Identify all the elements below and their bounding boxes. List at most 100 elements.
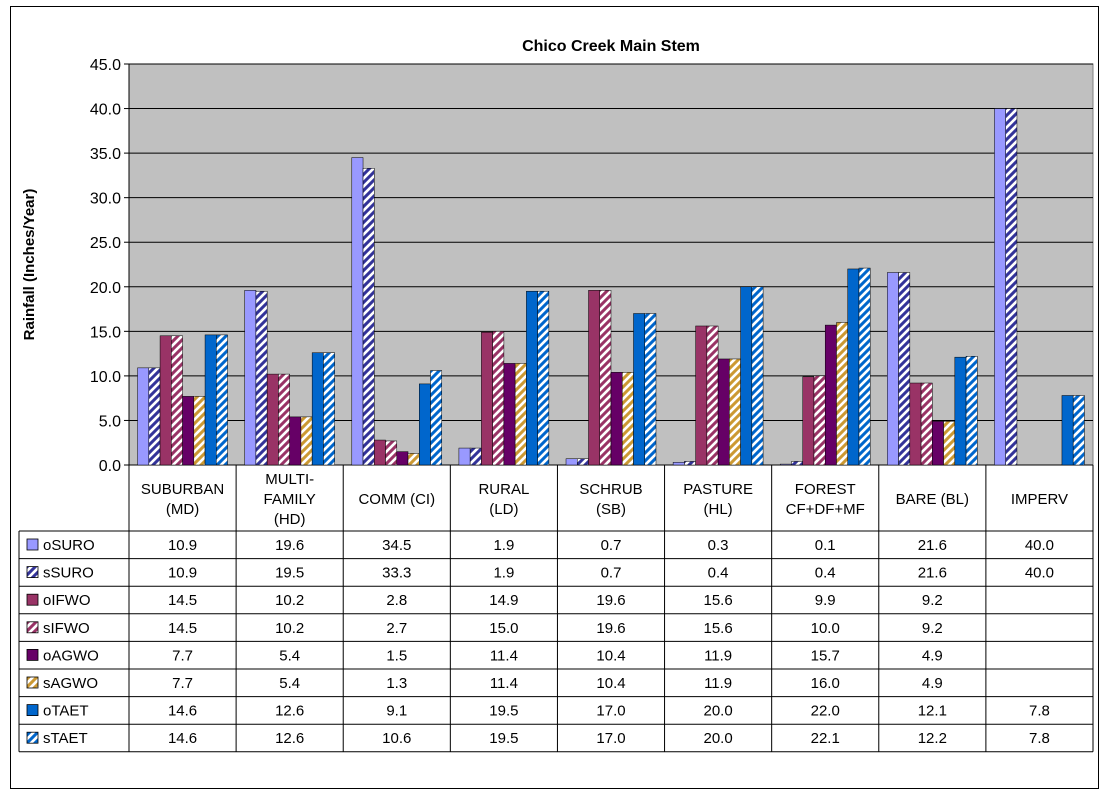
data-label-osuro: 10.9 [168, 537, 197, 554]
y-axis-label: Rainfall (Inches/Year) [21, 189, 38, 341]
data-label-ssuro: 0.7 [601, 565, 622, 582]
data-label-sifwo: 19.6 [596, 620, 625, 637]
bar-otaet-forest-cf-df-mf [847, 268, 860, 466]
bar-oifwo-pasture-hl [695, 325, 708, 466]
bar-staet-pasture-hl [751, 286, 764, 466]
bar-otaet-rural-ld [526, 290, 538, 466]
data-label-otaet: 7.8 [1029, 703, 1050, 720]
legend-key-sagwo [26, 676, 39, 689]
bar-ssuro-schrub-sb [577, 458, 589, 466]
data-label-oifwo: 14.5 [168, 592, 197, 609]
data-label-oagwo: 4.9 [922, 647, 943, 664]
category-label: CF+DF+MF [786, 501, 865, 518]
data-label-otaet: 12.6 [275, 703, 304, 720]
bar-sifwo-suburban-md [171, 335, 183, 466]
data-label-sifwo: 2.7 [386, 620, 407, 637]
bar-sagwo-forest-cf-df-mf [836, 322, 848, 466]
y-tick-label: 40.0 [90, 102, 121, 119]
bar-sagwo-schrub-sb [621, 372, 634, 466]
y-axis: 0.0 5.0 10.0 15.0 20.0 25.0 30.0 35.0 40.0 45.0 [90, 57, 130, 475]
bar-oagwo-forest-cf-df-mf [824, 324, 837, 466]
data-label-ssuro: 21.6 [918, 565, 947, 582]
data-label-staet: 14.6 [168, 730, 197, 747]
data-label-ssuro: 10.9 [168, 565, 197, 582]
data-label-oifwo: 9.9 [815, 592, 836, 609]
data-label-oagwo: 1.5 [386, 647, 407, 664]
category-label: (SB) [596, 501, 626, 518]
bar-sifwo-rural-ld [492, 331, 505, 466]
bar-otaet-pasture-hl [740, 286, 753, 466]
data-label-sagwo: 1.3 [386, 675, 407, 692]
bar-ssuro-multi-family-hd [255, 290, 268, 466]
legend-label-osuro: oSURO [43, 537, 95, 554]
data-label-sifwo: 14.5 [168, 620, 197, 637]
data-label-oifwo: 19.6 [596, 592, 625, 609]
bar-oagwo-schrub-sb [610, 372, 623, 466]
data-label-otaet: 9.1 [386, 703, 407, 720]
bar-osuro-comm-ci [351, 157, 364, 466]
bar-ssuro-comm-ci [362, 168, 375, 466]
data-label-otaet: 22.0 [811, 703, 840, 720]
y-tick-label: 25.0 [90, 235, 121, 252]
y-tick-label: 35.0 [90, 146, 121, 163]
data-label-sagwo: 11.9 [704, 675, 732, 692]
data-label-otaet: 12.1 [918, 703, 947, 720]
bar-staet-imperv [1072, 395, 1085, 466]
bar-staet-schrub-sb [644, 313, 657, 466]
chart-title: Chico Creek Main Stem [522, 38, 700, 55]
bar-ssuro-bare-bl [898, 272, 911, 466]
bar-oifwo-forest-cf-df-mf [802, 376, 815, 466]
data-label-osuro: 40.0 [1025, 537, 1054, 554]
legend-key-staet [26, 731, 39, 744]
y-tick-label: 30.0 [90, 191, 121, 208]
bar-staet-bare-bl [965, 356, 978, 466]
data-label-osuro: 0.1 [815, 537, 836, 554]
data-label-staet: 12.2 [918, 730, 947, 747]
legend-label-oifwo: oIFWO [43, 592, 91, 609]
bar-osuro-forest-cf-df-mf [779, 463, 792, 466]
bar-ssuro-suburban-md [148, 367, 161, 466]
legend-key-osuro [26, 538, 39, 551]
legend-key-otaet [26, 704, 39, 716]
bar-staet-forest-cf-df-mf [858, 267, 871, 466]
bar-staet-comm-ci [430, 370, 443, 466]
legend-label-staet: sTAET [43, 730, 88, 747]
data-label-sagwo: 7.7 [172, 675, 193, 692]
data-label-oifwo: 9.2 [922, 592, 943, 609]
category-label: BARE (BL) [896, 491, 969, 508]
bar-oifwo-schrub-sb [588, 290, 601, 466]
bar-osuro-imperv [994, 108, 1006, 466]
legend-key-oifwo [26, 593, 39, 606]
data-label-otaet: 20.0 [704, 703, 733, 720]
data-label-ssuro: 0.4 [815, 565, 836, 582]
data-label-sagwo: 5.4 [279, 675, 300, 692]
data-label-osuro: 1.9 [493, 537, 514, 554]
bar-oagwo-pasture-hl [717, 358, 730, 466]
y-tick-label: 0.0 [99, 458, 121, 475]
bar-ssuro-rural-ld [469, 447, 482, 466]
category-label: (MD) [166, 501, 199, 518]
data-label-staet: 12.6 [275, 730, 304, 747]
data-label-oifwo: 10.2 [275, 592, 304, 609]
data-label-sagwo: 11.4 [490, 675, 518, 692]
category-label: SUBURBAN [141, 481, 224, 498]
bar-sifwo-bare-bl [920, 382, 933, 466]
category-label: IMPERV [1011, 491, 1068, 508]
data-label-oifwo: 14.9 [489, 592, 518, 609]
data-label-osuro: 0.3 [708, 537, 729, 554]
data-label-oagwo: 10.4 [596, 647, 625, 664]
category-label: (LD) [489, 501, 518, 518]
bar-otaet-multi-family-hd [311, 352, 324, 466]
bar-ssuro-pasture-hl [684, 461, 696, 466]
bar-sifwo-comm-ci [385, 440, 398, 466]
y-tick-label: 20.0 [90, 280, 121, 297]
data-label-otaet: 14.6 [168, 703, 197, 720]
chart-svg: 0.0 5.0 10.0 15.0 20.0 25.0 30.0 35.0 40.0 45.0 S… [18, 38, 1094, 753]
y-tick-label: 15.0 [90, 324, 121, 341]
bar-sifwo-multi-family-hd [278, 373, 290, 466]
bar-otaet-imperv [1061, 395, 1074, 466]
data-label-sagwo: 4.9 [922, 675, 943, 692]
bar-osuro-pasture-hl [672, 462, 685, 466]
category-label: RURAL [478, 481, 529, 498]
data-table: SUBURBAN (MD) MULTI- FAMILY (HD) COMM (CI) RUR… [18, 465, 1094, 753]
